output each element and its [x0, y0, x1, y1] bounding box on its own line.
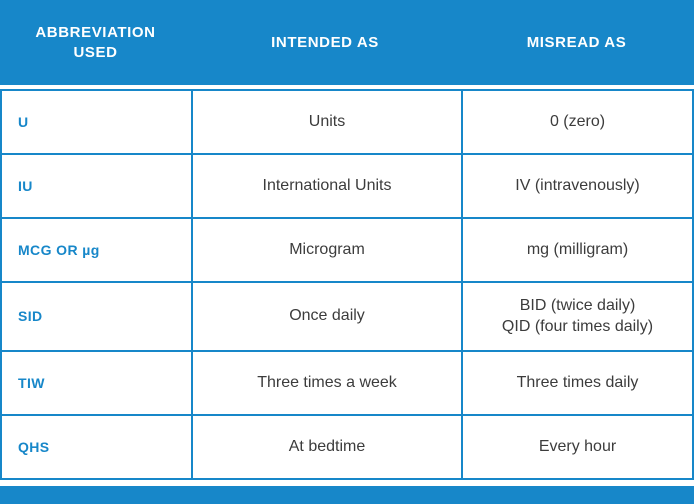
intended-cell: Once daily: [193, 283, 461, 350]
table-row: SID Once daily BID (twice daily) QID (fo…: [2, 283, 692, 350]
table-row: QHS At bedtime Every hour: [2, 416, 692, 478]
abbreviation-cell: MCG OR µg: [2, 219, 191, 281]
misread-cell: 0 (zero): [463, 91, 692, 153]
misread-cell: IV (intravenously): [463, 155, 692, 217]
intended-cell: Microgram: [193, 219, 461, 281]
abbreviation-cell: QHS: [2, 416, 191, 478]
misread-cell: Three times daily: [463, 352, 692, 414]
misread-cell: mg (milligram): [463, 219, 692, 281]
misread-cell: Every hour: [463, 416, 692, 478]
table-body: U Units 0 (zero) IU International Units …: [0, 89, 694, 480]
table-row: MCG OR µg Microgram mg (milligram): [2, 219, 692, 281]
abbreviation-cell: TIW: [2, 352, 191, 414]
intended-cell: At bedtime: [193, 416, 461, 478]
intended-cell: International Units: [193, 155, 461, 217]
header-misread-as: MISREAD AS: [526, 33, 627, 51]
abbreviation-cell: IU: [2, 155, 191, 217]
intended-cell: Units: [193, 91, 461, 153]
table-header-row: ABBREVIATION USED INTENDED AS MISREAD AS: [0, 0, 694, 85]
abbreviation-cell: U: [2, 91, 191, 153]
table-row: U Units 0 (zero): [2, 91, 692, 153]
abbreviation-cell: SID: [2, 283, 191, 350]
table-row: IU International Units IV (intravenously…: [2, 155, 692, 217]
table-row: TIW Three times a week Three times daily: [2, 352, 692, 414]
header-intended-as: INTENDED AS: [271, 33, 379, 51]
intended-cell: Three times a week: [193, 352, 461, 414]
misread-cell: BID (twice daily) QID (four times daily): [463, 283, 692, 350]
header-abbreviation-used: ABBREVIATION USED: [35, 24, 156, 61]
next-section-header-partial: [0, 486, 694, 504]
